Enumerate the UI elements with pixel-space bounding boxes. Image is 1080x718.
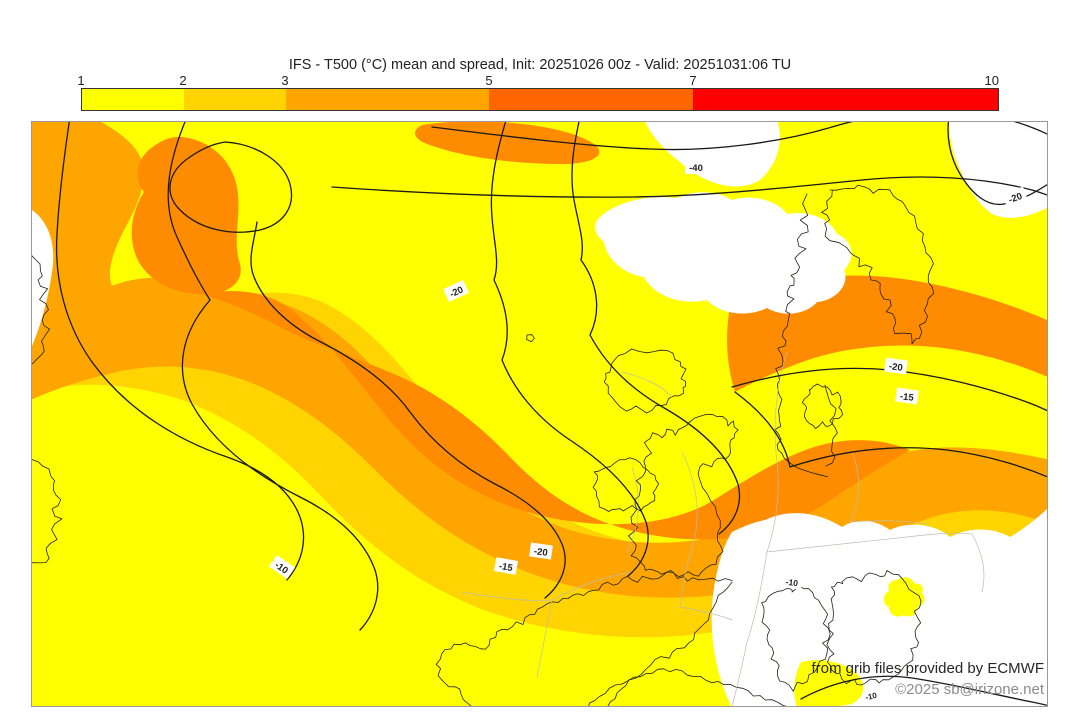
svg-text:©2025 sb@irizone.net: ©2025 sb@irizone.net — [895, 681, 1045, 698]
svg-text:-10: -10 — [785, 577, 799, 589]
svg-text:from grib files provided by EC: from grib files provided by ECMWF — [811, 660, 1044, 677]
svg-text:-20: -20 — [533, 546, 548, 559]
svg-text:-40: -40 — [689, 163, 703, 174]
svg-text:-20: -20 — [888, 361, 903, 374]
svg-text:-15: -15 — [899, 391, 915, 404]
